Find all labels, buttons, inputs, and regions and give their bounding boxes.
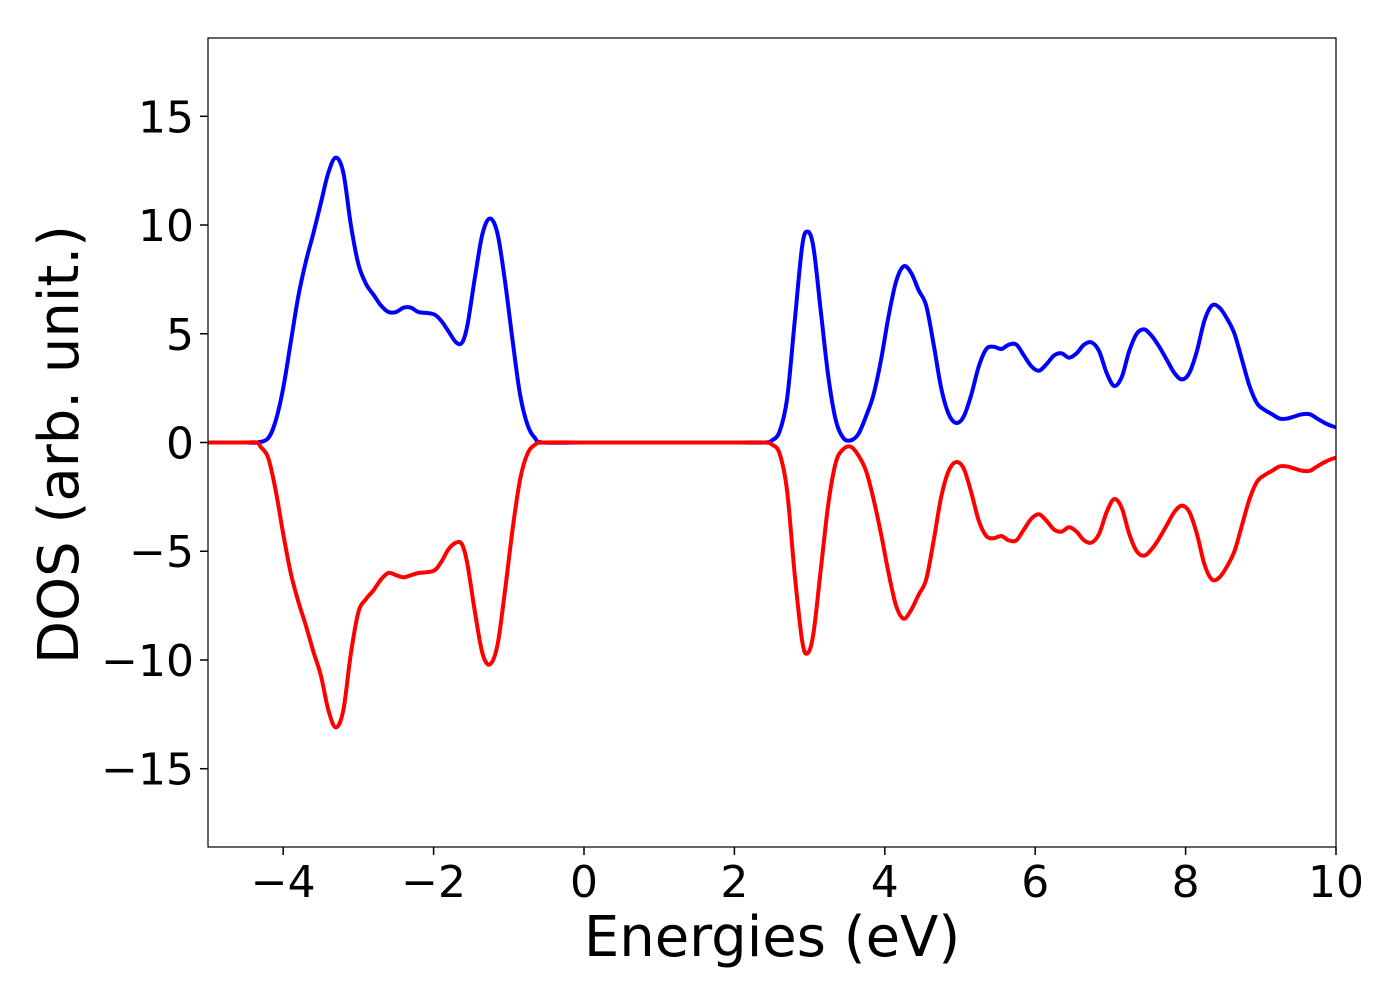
x-tick-label: −4 bbox=[251, 857, 316, 908]
x-tick-label: 6 bbox=[1021, 857, 1049, 908]
y-tick-label: 15 bbox=[138, 92, 194, 143]
y-tick-label: −15 bbox=[101, 745, 194, 796]
y-tick-label: 10 bbox=[138, 201, 194, 252]
y-axis: −15 −10 −5 0 5 10 15 bbox=[101, 92, 208, 796]
x-tick-label: 2 bbox=[720, 857, 748, 908]
y-tick-label: −10 bbox=[101, 636, 194, 687]
y-axis-label: DOS (arb. unit.) bbox=[27, 225, 92, 664]
x-tick-label: −2 bbox=[401, 857, 466, 908]
x-tick-label: 0 bbox=[570, 857, 598, 908]
x-tick-label: 8 bbox=[1172, 857, 1200, 908]
x-axis-label: Energies (eV) bbox=[584, 905, 960, 970]
x-tick-label: 4 bbox=[871, 857, 899, 908]
x-axis: −4 −2 0 2 4 6 8 10 bbox=[251, 847, 1364, 908]
series-line-spin-up bbox=[208, 155, 1336, 445]
y-tick-label: 5 bbox=[166, 310, 194, 361]
y-tick-label: 0 bbox=[166, 419, 194, 470]
x-tick-label: 10 bbox=[1308, 857, 1364, 908]
series-line-spin-down bbox=[208, 440, 1336, 730]
y-tick-label: −5 bbox=[129, 527, 194, 578]
